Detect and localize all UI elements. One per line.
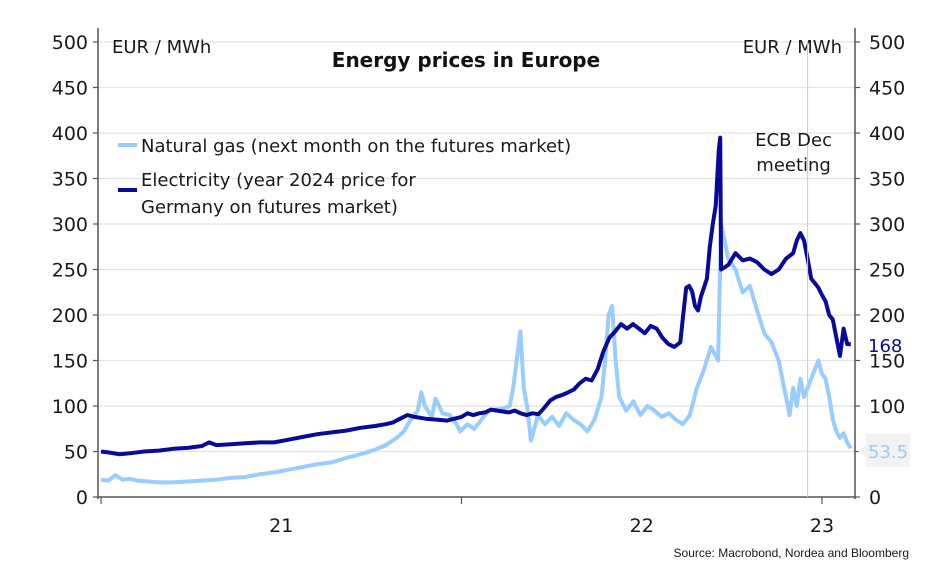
legend-label-electricity-line2: Germany on futures market) [141, 197, 398, 218]
y-axis-left-unit-label: EUR / MWh [112, 37, 211, 58]
y-tick-label-left-300: 300 [52, 214, 88, 236]
y-tick-label-left-250: 250 [52, 260, 88, 282]
ecb-annotation-line2: meeting [756, 155, 831, 176]
legend: Natural gas (next month on the futures m… [118, 136, 571, 218]
y-tick-label-right-0: 0 [869, 487, 881, 509]
y-tick-label-left-50: 50 [64, 442, 88, 464]
legend-label-natural-gas: Natural gas (next month on the futures m… [141, 136, 571, 157]
y-tick-label-right-200: 200 [869, 305, 905, 327]
y-tick-label-right-300: 300 [869, 214, 905, 236]
y-tick-label-right-100: 100 [869, 396, 905, 418]
legend-swatch-natural-gas [118, 143, 137, 147]
y-tick-label-right-450: 450 [869, 78, 905, 100]
y-tick-label-left-500: 500 [52, 32, 88, 54]
end-label-natural-gas: 53.5 [868, 442, 908, 463]
y-tick-label-right-350: 350 [869, 169, 905, 191]
y-tick-label-right-400: 400 [869, 123, 905, 145]
y-axis-left-ticks: 0 50 100 150 200 250 300 350 400 450 500 [52, 32, 98, 509]
legend-swatch-electricity [118, 188, 137, 192]
y-tick-label-left-450: 450 [52, 78, 88, 100]
series-line-natural-gas [100, 222, 853, 485]
x-axis-ticks: 21 22 23 [100, 497, 834, 537]
series-line-electricity [100, 135, 851, 457]
x-tick-label-23: 23 [810, 515, 834, 537]
source-note: Source: Macrobond, Nordea and Bloomberg [674, 546, 909, 560]
chart-title: Energy prices in Europe [332, 48, 600, 72]
end-label-gas-pointer [858, 445, 866, 457]
x-tick-label-21: 21 [269, 515, 293, 537]
ecb-annotation: ECB Dec meeting [755, 42, 832, 497]
y-tick-label-left-0: 0 [76, 487, 88, 509]
y-axis-right-unit-label: EUR / MWh [743, 37, 842, 58]
end-label-electricity: 168 [868, 336, 902, 357]
y-tick-label-left-350: 350 [52, 169, 88, 191]
legend-label-electricity: Electricity (year 2024 price for [141, 170, 416, 191]
gridlines [98, 41, 855, 453]
end-value-labels: 168 53.5 [858, 336, 910, 467]
ecb-annotation-line1: ECB Dec [755, 130, 832, 151]
y-tick-label-right-500: 500 [869, 32, 905, 54]
y-tick-label-left-200: 200 [52, 305, 88, 327]
y-tick-label-right-150: 150 [869, 351, 905, 373]
series-layer [100, 135, 853, 485]
y-tick-label-right-250: 250 [869, 260, 905, 282]
x-tick-label-22: 22 [630, 515, 654, 537]
axes [97, 28, 856, 499]
y-tick-label-left-100: 100 [52, 396, 88, 418]
y-tick-label-left-400: 400 [52, 123, 88, 145]
end-label-gas-bg [866, 434, 910, 467]
y-tick-label-left-150: 150 [52, 351, 88, 373]
